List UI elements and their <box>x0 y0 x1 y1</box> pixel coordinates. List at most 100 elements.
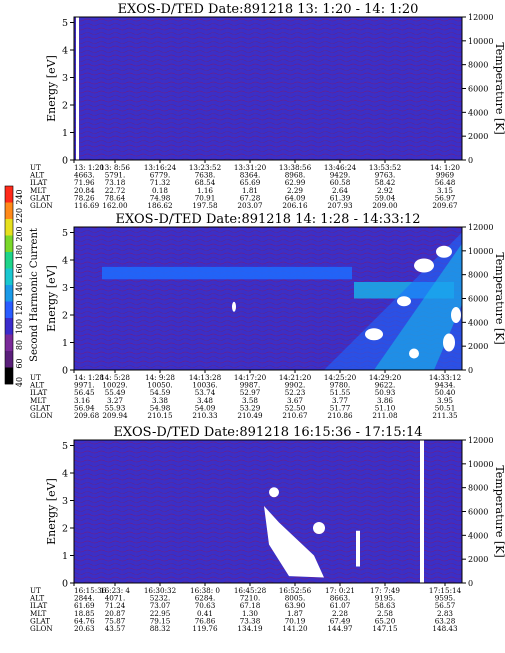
colorbar-tick-label: 240 <box>15 189 24 204</box>
y2-axis-label: Temperature [K] <box>493 465 505 557</box>
ephemeris-value: 76.86 <box>195 616 216 625</box>
y-tick-label: 2 <box>62 311 68 322</box>
ephemeris-value: 20.84 <box>74 186 95 195</box>
saturation-blob <box>414 258 434 273</box>
ephemeris-value: 0.18 <box>152 186 168 195</box>
data-gap-stripe <box>420 440 424 583</box>
ephemeris-value: 3.27 <box>107 396 123 405</box>
y-tick-label: 3 <box>62 73 68 84</box>
panel-title: EXOS-D/TED Date:891218 14: 1:28 - 14:33:… <box>116 212 421 227</box>
ephemeris-value: 16:15:36 <box>74 586 107 595</box>
ephemeris-value: 2.83 <box>437 609 453 618</box>
ephemeris-value: 2.64 <box>332 186 348 195</box>
ephemeris-value: 16:38: 0 <box>190 586 220 595</box>
ephemeris-value: 14:13:28 <box>189 373 222 382</box>
ephemeris-value: 7210. <box>240 594 261 603</box>
ephemeris-value: 10036. <box>192 381 217 390</box>
saturation-blob <box>443 333 455 352</box>
ephemeris-value: 14: 5:28 <box>100 373 130 382</box>
ephemeris-value: 52.23 <box>285 388 306 397</box>
ephemeris-value: 60.58 <box>330 178 351 187</box>
ephemeris-value: 9780. <box>330 381 351 390</box>
colorbar-tick-label: 160 <box>15 263 24 278</box>
ephemeris-value: 75.87 <box>105 616 126 625</box>
y2-tick-label: 10000 <box>468 247 493 256</box>
y-tick-label: 4 <box>62 469 68 480</box>
ephemeris-value: 63.28 <box>435 616 456 625</box>
ephemeris-value: 18.85 <box>74 609 95 618</box>
colorbar-label: Second Harmonic Current <box>29 228 40 362</box>
y2-tick-label: 12000 <box>468 13 493 22</box>
ephemeris-value: 13:16:24 <box>144 163 177 172</box>
ephemeris-value: 54.98 <box>150 403 171 412</box>
ephemeris-value: 1.81 <box>242 186 258 195</box>
ephemeris-value: 210.49 <box>237 411 263 420</box>
ephemeris-value: 2.58 <box>377 609 393 618</box>
ephemeris-value: 9969 <box>436 171 455 180</box>
colorbar-tick-label: 80 <box>15 340 24 350</box>
panel-1: EXOS-D/TED Date:891218 13: 1:20 - 14: 1:… <box>29 2 505 210</box>
ephemeris-value: 209.67 <box>432 201 458 210</box>
y2-tick-label: 6000 <box>468 295 488 304</box>
y-tick-label: 5 <box>62 441 68 452</box>
ephemeris-value: 1.30 <box>242 609 258 618</box>
ephemeris-value: 9902. <box>285 381 306 390</box>
ephemeris-value: 8005. <box>285 594 306 603</box>
ephemeris-value: 56.57 <box>435 601 456 610</box>
y2-tick-label: 0 <box>468 156 473 165</box>
saturation-blob <box>436 245 452 258</box>
ephemeris-row-label: ILAT <box>30 178 47 187</box>
ephemeris-value: 64.76 <box>74 616 95 625</box>
ephemeris-value: 14:33:12 <box>429 373 461 382</box>
ephemeris-value: 9987. <box>240 381 261 390</box>
ephemeris-value: 50.93 <box>375 388 396 397</box>
ephemeris-value: 5791. <box>105 171 126 180</box>
panel-2: EXOS-D/TED Date:891218 14: 1:28 - 14:33:… <box>29 212 505 420</box>
y2-tick-label: 12000 <box>468 223 493 232</box>
ephemeris-value: 65.69 <box>240 178 261 187</box>
ephemeris-value: 6284. <box>195 594 216 603</box>
ephemeris-value: 51.10 <box>375 403 396 412</box>
ephemeris-value: 17:15:14 <box>429 586 462 595</box>
ephemeris-value: 74.98 <box>150 193 171 202</box>
ephemeris-value: 13:53:52 <box>369 163 401 172</box>
y-tick-label: 5 <box>62 228 68 239</box>
ephemeris-value: 3.48 <box>197 396 213 405</box>
ephemeris-value: 134.19 <box>237 624 263 633</box>
ephemeris-value: 51.55 <box>330 388 351 397</box>
ephemeris-value: 9429. <box>330 171 351 180</box>
ephemeris-row-label: GLAT <box>30 403 50 412</box>
ephemeris-value: 71.96 <box>74 178 95 187</box>
ephemeris-value: 206.16 <box>282 201 308 210</box>
ephemeris-value: 13:38:56 <box>279 163 312 172</box>
ephemeris-value: 8663. <box>330 594 351 603</box>
y-axis-label: Energy [eV] <box>45 478 58 545</box>
ephemeris-value: 51.77 <box>330 403 351 412</box>
ephemeris-row-label: UT <box>30 586 41 595</box>
y2-tick-label: 2000 <box>468 132 488 141</box>
colorbar: 40 60 80 100 120 140 160 180 200 220 240 Second Har… <box>4 185 40 387</box>
ephemeris-value: 210.15 <box>147 411 173 420</box>
ephemeris-value: 52.97 <box>240 388 261 397</box>
ephemeris-value: 186.62 <box>147 201 172 210</box>
ephemeris-row-label: MLT <box>30 186 47 195</box>
colorbar-tick-label: 120 <box>15 300 24 315</box>
ephemeris-value: 65.20 <box>375 616 396 625</box>
ephemeris-value: 9622. <box>375 381 396 390</box>
ephemeris-value: 55.93 <box>105 403 126 412</box>
ephemeris-value: 10029. <box>102 381 127 390</box>
y2-tick-label: 8000 <box>468 271 488 280</box>
ephemeris-value: 210.67 <box>282 411 308 420</box>
ephemeris-value: 52.50 <box>285 403 306 412</box>
ephemeris-value: 56.48 <box>435 178 456 187</box>
ephemeris-value: 0.41 <box>197 609 213 618</box>
y2-tick-label: 6000 <box>468 85 488 94</box>
colorbar-segment <box>5 351 13 368</box>
ephemeris-value: 14:29:20 <box>369 373 402 382</box>
ephemeris-value: 3.15 <box>437 186 453 195</box>
ephemeris-value: 14:25:20 <box>324 373 357 382</box>
ephemeris-value: 22.95 <box>150 609 171 618</box>
ephemeris-value: 14: 9:28 <box>145 373 175 382</box>
ephemeris-value: 144.97 <box>327 624 353 633</box>
ephemeris-value: 78.26 <box>74 193 95 202</box>
